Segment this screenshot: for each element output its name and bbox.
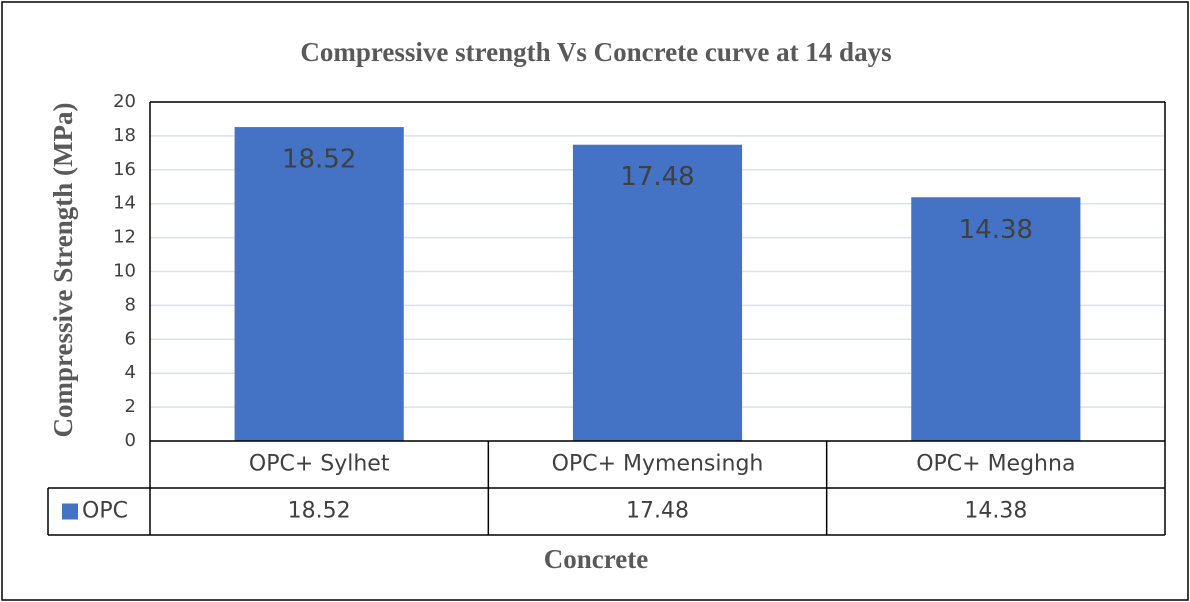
y-tick-label: 18	[113, 125, 136, 146]
bar	[911, 197, 1081, 441]
chart-title: Compressive strength Vs Concrete curve a…	[300, 37, 891, 67]
x-tick-label: OPC+ Sylhet	[249, 452, 390, 477]
x-tick-label: OPC+ Meghna	[916, 452, 1075, 477]
bar	[572, 144, 743, 442]
y-tick-label: 14	[113, 193, 136, 214]
data-label: 17.48	[620, 162, 694, 192]
y-tick-label: 10	[113, 261, 136, 282]
bar	[234, 127, 404, 441]
y-axis-label: Compressive Strength (MPa)	[48, 103, 78, 438]
y-tick-label: 6	[125, 328, 136, 349]
y-tick-label: 12	[113, 227, 136, 248]
y-tick-label: 4	[125, 362, 136, 383]
table-value: 14.38	[964, 499, 1027, 524]
data-label: 18.52	[282, 145, 356, 175]
legend-swatch	[62, 503, 78, 520]
table-value: 18.52	[288, 499, 351, 524]
x-tick-label: OPC+ Mymensingh	[552, 452, 764, 477]
y-tick-label: 2	[125, 396, 136, 417]
x-axis-label: Concrete	[544, 544, 648, 574]
y-tick-label: 8	[125, 294, 136, 315]
legend-label: OPC	[82, 499, 128, 524]
y-tick-label: 0	[125, 430, 136, 451]
data-label: 14.38	[959, 215, 1033, 245]
table-value: 17.48	[626, 499, 689, 524]
y-tick-label: 20	[113, 91, 136, 112]
y-tick-label: 16	[113, 159, 136, 180]
